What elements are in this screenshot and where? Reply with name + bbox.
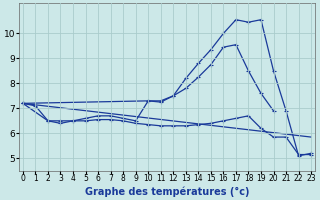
X-axis label: Graphe des températures (°c): Graphe des températures (°c) bbox=[85, 186, 249, 197]
